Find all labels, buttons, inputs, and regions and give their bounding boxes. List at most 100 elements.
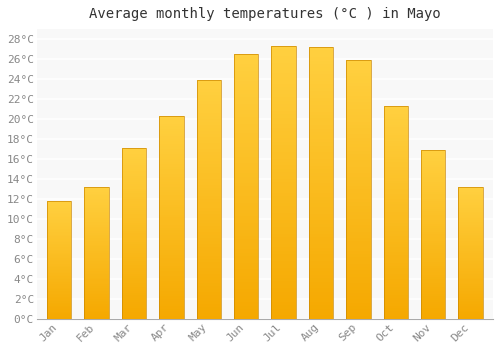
Bar — [159, 240, 184, 243]
Bar — [159, 141, 184, 144]
Bar — [234, 90, 258, 94]
Bar — [346, 313, 370, 316]
Bar — [234, 176, 258, 180]
Bar — [234, 203, 258, 206]
Bar — [309, 200, 333, 203]
Bar — [122, 306, 146, 308]
Bar — [346, 202, 370, 206]
Bar — [309, 231, 333, 234]
Bar — [84, 304, 108, 306]
Bar — [234, 130, 258, 133]
Bar — [458, 304, 483, 306]
Bar — [159, 278, 184, 281]
Bar — [84, 190, 108, 192]
Bar — [309, 176, 333, 180]
Bar — [122, 191, 146, 193]
Bar — [196, 140, 221, 143]
Bar — [122, 315, 146, 317]
Bar — [196, 131, 221, 134]
Bar — [272, 295, 295, 299]
Bar — [309, 292, 333, 295]
Bar — [47, 216, 72, 217]
Bar — [384, 173, 408, 175]
Bar — [309, 84, 333, 88]
Bar — [122, 156, 146, 159]
Bar — [84, 261, 108, 263]
Bar — [384, 125, 408, 127]
Bar — [234, 216, 258, 219]
Bar — [196, 167, 221, 170]
Bar — [458, 235, 483, 237]
Bar — [159, 116, 184, 319]
Bar — [458, 246, 483, 248]
Bar — [421, 256, 446, 258]
Bar — [84, 278, 108, 279]
Bar — [421, 262, 446, 264]
Bar — [234, 200, 258, 203]
Bar — [458, 270, 483, 271]
Bar — [384, 183, 408, 186]
Bar — [84, 240, 108, 242]
Bar — [234, 210, 258, 213]
Bar — [234, 80, 258, 84]
Bar — [309, 214, 333, 217]
Bar — [458, 265, 483, 266]
Bar — [346, 154, 370, 157]
Bar — [458, 197, 483, 198]
Bar — [346, 238, 370, 241]
Bar — [346, 138, 370, 141]
Bar — [272, 189, 295, 193]
Bar — [384, 119, 408, 122]
Bar — [309, 91, 333, 95]
Bar — [84, 207, 108, 208]
Bar — [84, 217, 108, 218]
Bar — [421, 186, 446, 188]
Bar — [346, 209, 370, 212]
Bar — [159, 266, 184, 268]
Bar — [122, 184, 146, 187]
Bar — [159, 131, 184, 134]
Bar — [122, 178, 146, 180]
Bar — [346, 173, 370, 176]
Bar — [159, 281, 184, 284]
Bar — [196, 190, 221, 194]
Bar — [47, 276, 72, 278]
Bar — [196, 80, 221, 83]
Bar — [272, 271, 295, 274]
Bar — [346, 89, 370, 92]
Bar — [84, 296, 108, 298]
Bar — [196, 226, 221, 229]
Bar — [458, 312, 483, 314]
Bar — [272, 49, 295, 53]
Bar — [234, 163, 258, 167]
Bar — [47, 235, 72, 236]
Bar — [196, 205, 221, 208]
Bar — [47, 316, 72, 317]
Bar — [421, 211, 446, 213]
Bar — [458, 222, 483, 223]
Bar — [272, 227, 295, 230]
Bar — [272, 199, 295, 203]
Bar — [458, 273, 483, 274]
Bar — [384, 149, 408, 151]
Bar — [272, 244, 295, 247]
Bar — [234, 219, 258, 223]
Bar — [309, 210, 333, 214]
Bar — [384, 196, 408, 199]
Bar — [309, 71, 333, 74]
Title: Average monthly temperatures (°C ) in Mayo: Average monthly temperatures (°C ) in Ma… — [89, 7, 441, 21]
Bar — [384, 159, 408, 162]
Bar — [309, 312, 333, 315]
Bar — [84, 222, 108, 223]
Bar — [421, 194, 446, 196]
Bar — [346, 212, 370, 215]
Bar — [309, 275, 333, 278]
Bar — [458, 306, 483, 307]
Bar — [272, 182, 295, 186]
Bar — [309, 186, 333, 190]
Bar — [384, 170, 408, 173]
Bar — [47, 317, 72, 319]
Bar — [421, 167, 446, 169]
Bar — [384, 108, 408, 111]
Bar — [47, 248, 72, 250]
